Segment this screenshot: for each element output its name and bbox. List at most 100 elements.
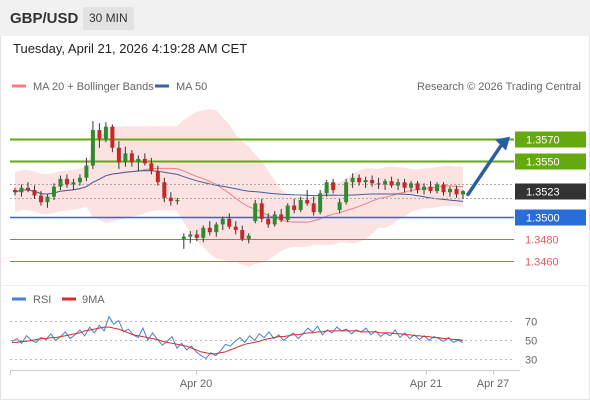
candle-body [175, 200, 180, 202]
rsi-tick-label: 70 [525, 317, 537, 329]
candle [175, 197, 180, 205]
copyright-text: Research © 2026 Trading Central [417, 81, 581, 93]
candle-body [201, 227, 206, 238]
candle [220, 216, 225, 230]
candle-body [110, 126, 115, 148]
candle [311, 196, 316, 216]
x-tick-label: Apr 21 [410, 378, 442, 390]
candle [448, 186, 453, 197]
candle [337, 198, 342, 214]
candle [194, 230, 199, 242]
resistance-level-label: 1.3550 [526, 157, 560, 169]
ma50-legend-label: MA 50 [176, 81, 207, 93]
candle-body [324, 182, 329, 194]
candle-body [45, 196, 50, 203]
candle-body [214, 224, 219, 233]
last-price-label: 1.3523 [526, 187, 560, 199]
candle-body [136, 158, 141, 163]
candle-body [207, 227, 212, 233]
candle [454, 185, 459, 198]
candle [370, 175, 375, 187]
candle-body [194, 234, 199, 238]
candle-body [363, 180, 368, 183]
candle-body [318, 193, 323, 213]
candle [38, 191, 43, 206]
support-level-tag [515, 209, 586, 226]
candle-body [266, 218, 271, 225]
forecast-arrow [466, 136, 510, 197]
candle [318, 190, 323, 215]
candle [305, 190, 310, 206]
candle-body [188, 234, 193, 237]
minor-support-label: 1.3480 [525, 235, 559, 247]
candle-body [168, 197, 173, 202]
candle [259, 198, 264, 223]
candle-body [350, 177, 355, 183]
candle [19, 184, 24, 197]
candle [227, 213, 232, 229]
interval-button[interactable]: 30 MIN [83, 7, 134, 30]
candle [272, 211, 277, 227]
candle-body [123, 153, 128, 163]
ma50-line [14, 170, 464, 202]
candle-body [181, 236, 186, 239]
candle-body [415, 183, 420, 190]
candle-body [454, 188, 459, 195]
candle [292, 198, 297, 214]
last-price-tag [515, 183, 586, 200]
candle-body [64, 178, 69, 185]
support-level-label: 1.3500 [526, 213, 560, 225]
candle [363, 176, 368, 188]
candle [58, 175, 63, 190]
bollinger-band-area [15, 109, 463, 267]
candle-body [32, 190, 37, 196]
candle-body [370, 180, 375, 184]
ma20-legend-label: MA 20 + Bollinger Bands [33, 81, 154, 93]
resistance-level-label: 1.3570 [526, 135, 560, 147]
candle [136, 155, 141, 172]
candle-body [220, 218, 225, 225]
candle [51, 183, 56, 200]
candle [25, 182, 30, 193]
candle [389, 176, 394, 188]
candle-body [435, 184, 440, 192]
candle [84, 157, 89, 182]
candle [214, 222, 219, 237]
candle [285, 203, 290, 223]
candle-body [285, 205, 290, 220]
moving-averages [14, 167, 464, 223]
candle [266, 213, 271, 228]
ma20-legend-swatch [12, 84, 26, 88]
candle-body [357, 177, 362, 183]
rsi-legend-swatch [12, 297, 26, 301]
candle [396, 178, 401, 190]
candle-body [84, 165, 89, 178]
candle-body [155, 171, 160, 183]
candle-body [233, 226, 238, 230]
candle [188, 231, 193, 244]
candle-body [311, 203, 316, 213]
candle [428, 181, 433, 194]
candle [331, 178, 336, 194]
candle [233, 221, 238, 235]
candle [116, 141, 121, 169]
candle [149, 157, 154, 175]
key-levels: 1.3570 1.3550 1.3523 1.3500 1.3480 1.3460 [10, 131, 586, 269]
candle [162, 177, 167, 203]
candle-body [428, 186, 433, 192]
candle [415, 181, 420, 194]
candle [246, 233, 251, 244]
candle [350, 173, 355, 188]
candle [77, 174, 82, 186]
candle [402, 178, 407, 193]
x-axis-ticks: Apr 20 Apr 21 Apr 27 [10, 370, 509, 390]
candle [64, 174, 69, 188]
candle-body [259, 203, 264, 219]
candle-body [402, 182, 407, 188]
rsi-tick-label: 30 [525, 355, 537, 367]
candle-body [461, 191, 465, 195]
candle-body [389, 181, 394, 186]
candle-body [116, 147, 121, 163]
candle-body [19, 187, 24, 193]
